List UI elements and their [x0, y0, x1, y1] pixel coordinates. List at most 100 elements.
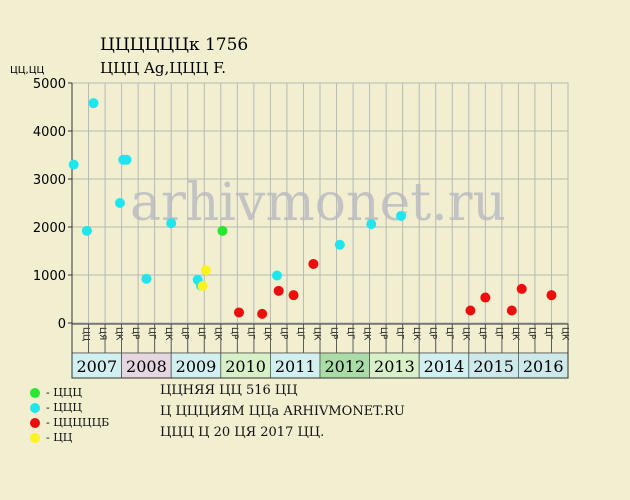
data-point — [272, 270, 283, 281]
info-line-1: ЦЦНЯЯ ЦЦ 516 ЦЦ — [160, 383, 298, 398]
x-sub-label: ЦГ — [543, 327, 553, 339]
x-sub-label: ЦГ — [345, 327, 355, 339]
chart-title-line-1: ЦЦЦЦЦЦк 1756 — [100, 35, 248, 55]
data-point — [546, 290, 557, 301]
year-label: 2008 — [126, 357, 167, 376]
data-point — [114, 198, 125, 208]
x-sub-label: ЦГ — [295, 327, 305, 339]
chart-title-line-2: ЦЦЦ Ag,ЦЦЦ F. — [100, 59, 226, 77]
x-sub-label: ЦР — [179, 327, 189, 340]
data-point — [506, 305, 517, 316]
year-label: 2015 — [473, 357, 514, 376]
info-line-2: Ц ЦЦЦИЯМ ЦЦа ARHIVMONET.RU — [160, 404, 405, 419]
legend-swatch — [30, 402, 40, 413]
x-sub-label: ЦР — [378, 327, 388, 340]
x-sub-label: ЦК — [361, 327, 371, 341]
data-point — [465, 305, 476, 316]
watermark: arhivmonet.ru — [130, 173, 506, 233]
y-tick-label: 5000 — [33, 77, 66, 92]
data-point — [233, 307, 244, 318]
year-cell — [418, 352, 470, 379]
legend-swatch — [30, 432, 40, 443]
x-sub-label: ЦЯ — [97, 327, 107, 340]
data-point — [121, 154, 132, 165]
legend-label: - ЦЦЦ — [46, 401, 82, 414]
data-point — [217, 225, 228, 236]
x-sub-label: ЦР — [328, 327, 338, 340]
x-sub-label: ЦР — [427, 327, 437, 340]
x-sub-label: ЦГ — [146, 327, 156, 339]
y-tick-label: 3000 — [33, 173, 66, 188]
year-label: 2012 — [324, 357, 365, 376]
year-label: 2007 — [76, 357, 117, 376]
y-tick-label: 1000 — [33, 269, 66, 284]
legend-item-4: - ЦЦ — [30, 431, 72, 444]
y-axis-unit: ЦЦ,ЦЦ — [10, 65, 44, 76]
data-point — [197, 281, 208, 292]
data-point — [81, 225, 92, 236]
x-sub-label: ЦГ — [494, 327, 504, 339]
data-points — [68, 98, 557, 319]
x-sub-label: ЦК — [560, 327, 570, 341]
year-cell — [518, 352, 569, 379]
legend-item-3: - ЦЦЦЦЦБ — [30, 416, 109, 429]
x-axis-frame — [71, 323, 569, 379]
data-point — [200, 265, 211, 276]
grid: 0 1000 2000 3000 4000 5000 — [33, 77, 569, 332]
year-cell — [369, 352, 420, 379]
data-point — [480, 292, 491, 303]
info-line-3: ЦЦЦ Ц 20 ЦЯ 2017 ЦЦ. — [160, 425, 325, 440]
y-tick-label: 0 — [58, 317, 66, 332]
legend-label: - ЦЦ — [46, 431, 73, 444]
x-sub-label: ЦГ — [246, 327, 256, 339]
year-cell — [220, 352, 271, 379]
legend-label: - ЦЦЦЦЦБ — [46, 416, 110, 429]
x-sub-label: ЦК — [113, 327, 123, 341]
data-point — [257, 308, 268, 319]
x-sub-label: ЦК — [510, 327, 520, 341]
data-point — [166, 218, 177, 229]
data-point — [273, 285, 284, 296]
x-sub-label: ЦК — [262, 327, 272, 341]
x-sub-label: ЦГ — [394, 327, 404, 339]
data-point — [141, 273, 152, 284]
year-label: 2011 — [275, 357, 316, 376]
data-point — [88, 98, 99, 109]
x-sub-label: ЦГ — [444, 327, 454, 339]
data-point — [334, 239, 345, 250]
year-label: 2014 — [424, 357, 465, 376]
year-cell — [319, 352, 370, 379]
x-sub-label: ЦК — [312, 327, 322, 341]
y-tick-label: 2000 — [33, 221, 66, 236]
x-sub-label: ЦР — [130, 327, 140, 340]
x-sub-label: ЦК — [163, 327, 173, 341]
data-point — [308, 258, 319, 269]
x-sub-label: ЦК — [461, 327, 471, 341]
year-label: 2010 — [225, 357, 266, 376]
data-point — [366, 219, 377, 230]
legend-swatch — [30, 387, 40, 398]
x-sub-label: ЦР — [279, 327, 289, 340]
y-tick-label: 4000 — [33, 125, 66, 140]
legend-label: - ЦЦЦ — [46, 386, 82, 399]
x-sub-label: ЦР — [477, 327, 487, 340]
x-sub-label: ЦЦ — [80, 327, 90, 341]
year-cell — [71, 352, 122, 379]
legend-swatch — [30, 417, 40, 428]
data-point — [516, 283, 527, 294]
x-sub-label: ЦР — [229, 327, 239, 340]
legend-item-1: - ЦЦЦ — [30, 386, 82, 399]
legend-item-2: - ЦЦЦ — [30, 401, 82, 414]
data-point — [68, 159, 79, 170]
year-label: 2013 — [374, 357, 415, 376]
year-cell — [269, 352, 321, 379]
x-sub-label: ЦК — [411, 327, 421, 341]
year-label: 2009 — [176, 357, 217, 376]
year-label: 2016 — [523, 357, 564, 376]
data-point — [288, 290, 299, 301]
x-sub-label: ЦК — [213, 327, 223, 341]
x-sub-label: ЦГ — [196, 327, 206, 339]
data-point — [396, 210, 407, 221]
x-sub-label: ЦР — [527, 327, 537, 340]
